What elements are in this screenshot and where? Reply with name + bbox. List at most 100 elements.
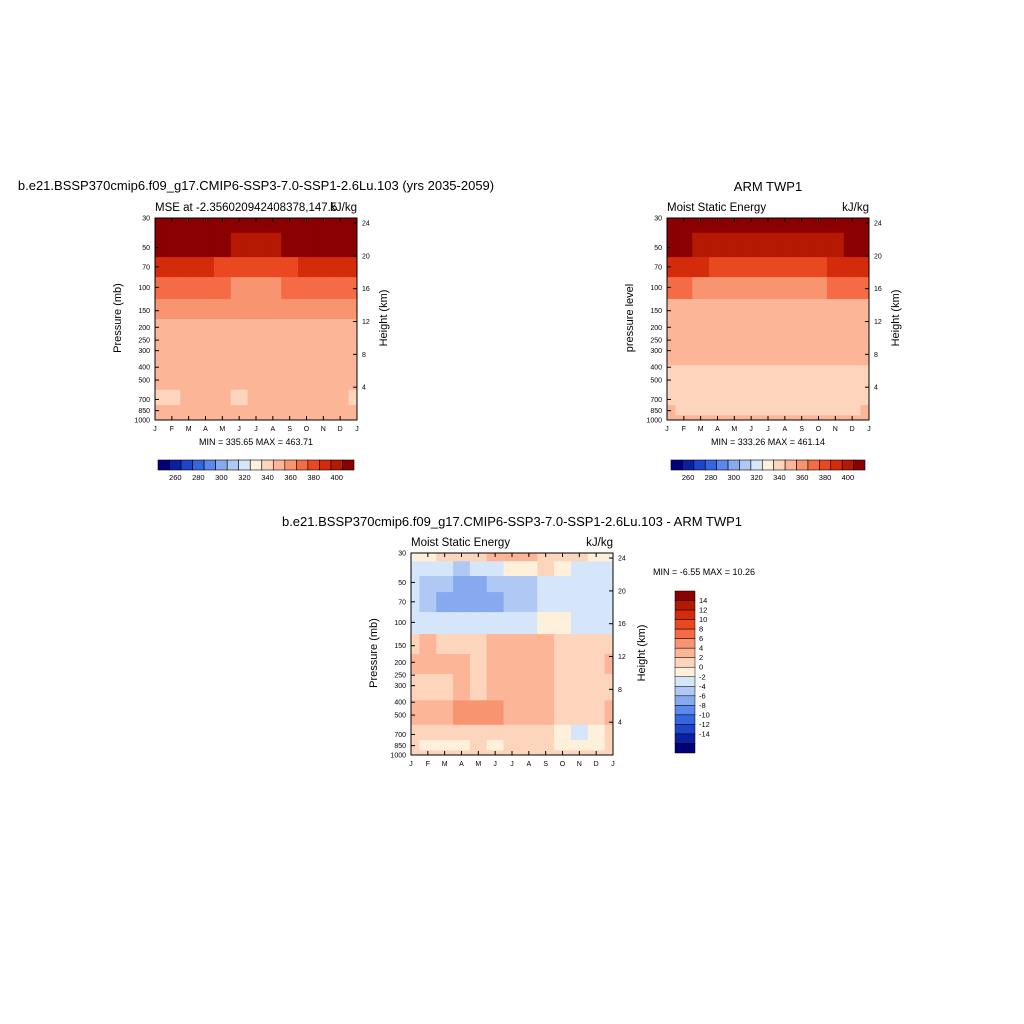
- x-tick-label: O: [816, 426, 822, 433]
- contour-cell: [298, 338, 316, 366]
- contour-cell: [843, 299, 862, 320]
- obs-mse-panel: ARM TWP1 Moist Static Energy kJ/kg 30 50 7…: [624, 179, 902, 482]
- colorbar-swatch: [307, 459, 320, 471]
- contour-cell: [742, 232, 761, 258]
- contour-cell: [570, 612, 589, 635]
- contour-cell: [759, 218, 778, 234]
- contour-cell: [675, 319, 693, 340]
- contour-cell: [725, 277, 744, 300]
- contour-cell: [469, 634, 488, 655]
- contour-cell: [537, 673, 555, 701]
- x-tick-label: A: [782, 426, 787, 433]
- contour-cell: [742, 319, 761, 340]
- contour-cell: [843, 389, 862, 406]
- y-tick-label: 500: [650, 378, 662, 385]
- contour-cell: [298, 277, 316, 300]
- contour-cell: [264, 405, 282, 416]
- contour-cell: [486, 724, 505, 741]
- contour-cell: [570, 654, 589, 675]
- contour-cell: [180, 365, 198, 391]
- contour-cell: [675, 389, 693, 406]
- contour-cell: [725, 218, 744, 234]
- contour-cell: [264, 218, 282, 234]
- contour-cell: [793, 277, 811, 300]
- contour-cell: [554, 575, 572, 593]
- y2-tick-label: 20: [362, 253, 370, 260]
- contour-cell: [163, 277, 181, 300]
- contour-cell: [675, 405, 693, 416]
- contour-cell: [692, 365, 710, 391]
- min-max-stats: MIN = -6.55 MAX = 10.26: [653, 567, 755, 577]
- contour-cell: [742, 218, 761, 234]
- y-tick-label: 1000: [390, 753, 406, 760]
- contour-cell: [180, 218, 198, 234]
- panel-title: b.e21.BSSP370cmip6.f09_g17.CMIP6-SSP3-7.…: [18, 178, 494, 193]
- colorbar-label: 400: [842, 473, 855, 482]
- contour-cell: [810, 405, 828, 416]
- y-tick-label: 850: [138, 408, 150, 415]
- x-tick-label: F: [682, 426, 686, 433]
- contour-cell: [725, 389, 744, 406]
- y-tick-label: 70: [142, 264, 150, 271]
- contour-cell: [298, 319, 316, 340]
- contour-cell: [843, 365, 862, 391]
- contour-cell: [230, 299, 249, 320]
- contour-cell: [298, 365, 316, 391]
- contour-cell: [503, 592, 522, 613]
- contour-cell: [826, 389, 845, 406]
- contour-cell: [281, 338, 299, 366]
- colorbar-swatch: [682, 459, 695, 471]
- y-tick-label: 700: [138, 397, 150, 404]
- contour-cell: [155, 319, 165, 340]
- contour-cell: [411, 553, 421, 562]
- y-tick-label: 70: [398, 599, 406, 606]
- contour-cell: [469, 740, 488, 751]
- contour-cell: [570, 634, 589, 655]
- contour-cell: [860, 338, 869, 366]
- colorbar-label: -14: [699, 729, 710, 738]
- contour-cell: [776, 277, 794, 300]
- contour-cell: [843, 338, 862, 366]
- contour-cell: [348, 389, 357, 406]
- y-tick-label: 1000: [134, 418, 150, 425]
- contour-cell: [520, 634, 538, 655]
- contour-cell: [520, 592, 538, 613]
- axes: 30 50 70 100 150 200 250 300 400 500 700 850 1000 4 8 1…: [646, 216, 881, 434]
- contour-cell: [331, 389, 350, 406]
- contour-cell: [709, 257, 727, 278]
- contour-cell: [554, 740, 572, 751]
- colorbar-swatch: [674, 590, 696, 601]
- x-tick-label: D: [594, 761, 599, 768]
- contour-cell: [826, 277, 845, 300]
- contour-cell: [675, 338, 693, 366]
- colorbar-swatch: [674, 695, 696, 706]
- contour-cell: [436, 553, 454, 562]
- y2-tick-label: 12: [362, 319, 370, 326]
- contour-cell: [742, 365, 761, 391]
- contour-cell: [298, 218, 316, 234]
- y-axis-label-right: Height (km): [636, 625, 648, 682]
- contour-cell: [247, 277, 266, 300]
- contour-cell: [213, 218, 232, 234]
- x-tick-label: S: [799, 426, 804, 433]
- units-label: kJ/kg: [586, 537, 613, 549]
- colorbar-swatch: [215, 459, 228, 471]
- y2-tick-label: 24: [618, 556, 626, 563]
- panel-title: b.e21.BSSP370cmip6.f09_g17.CMIP6-SSP3-7.…: [282, 514, 742, 529]
- contour-cell: [163, 232, 181, 258]
- contour-cell: [793, 319, 811, 340]
- contour-plot: [667, 218, 869, 420]
- contour-cell: [759, 365, 778, 391]
- contour-cell: [692, 338, 710, 366]
- contour-cell: [587, 553, 606, 562]
- contour-cell: [314, 389, 333, 406]
- contour-cell: [759, 277, 778, 300]
- colorbar-swatch: [342, 459, 355, 471]
- contour-cell: [675, 277, 693, 300]
- colorbar: 260 280 300 320 340 360 380 400: [670, 459, 866, 482]
- contour-cell: [163, 257, 181, 278]
- contour-cell: [742, 338, 761, 366]
- contour-cell: [810, 338, 828, 366]
- contour-cell: [469, 612, 488, 635]
- colorbar-swatch: [739, 459, 752, 471]
